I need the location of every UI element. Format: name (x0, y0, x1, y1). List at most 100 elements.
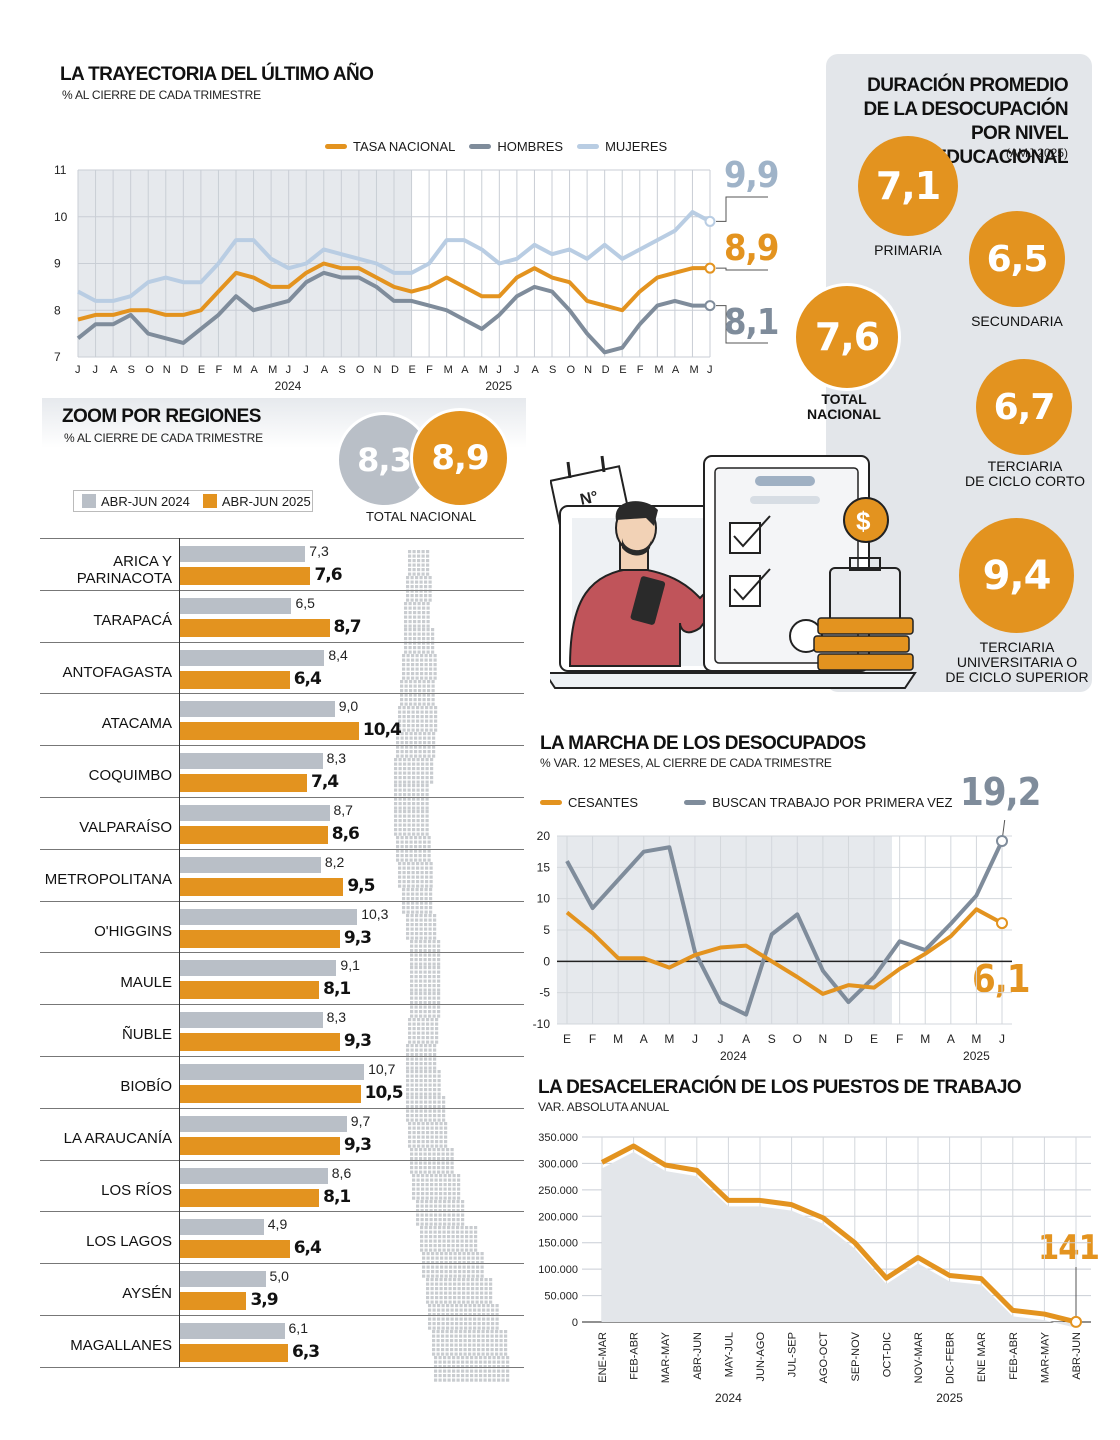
map-dot (490, 1343, 494, 1347)
map-dot (394, 762, 398, 766)
map-dot (410, 1048, 414, 1052)
map-dot (431, 628, 435, 632)
map-dot (421, 1036, 425, 1040)
map-dot (432, 992, 436, 996)
map-dot (394, 758, 398, 762)
map-dot (435, 1291, 439, 1295)
end-point (704, 215, 716, 227)
map-dot (419, 589, 423, 593)
map-dot (418, 689, 422, 693)
map-dot (430, 1178, 434, 1182)
map-dot (416, 762, 420, 766)
map-dot (446, 1161, 450, 1165)
map-dot (421, 1174, 425, 1178)
map-dot (418, 732, 422, 736)
map-dot (416, 1178, 420, 1182)
calendar-text: N° (579, 489, 600, 509)
map-dot (461, 1204, 465, 1208)
map-dot (412, 788, 416, 792)
map-dot (438, 1235, 442, 1239)
map-dot (447, 1356, 451, 1360)
map-dot (430, 1287, 434, 1291)
map-dot (414, 745, 418, 749)
map-dot (459, 1339, 463, 1343)
map-dot (430, 1291, 434, 1295)
map-dot (451, 1248, 455, 1252)
map-dot (412, 1031, 416, 1035)
map-dot (425, 810, 429, 814)
map-dot (417, 632, 421, 636)
map-dot (398, 884, 402, 888)
map-dot (404, 693, 408, 697)
map-dot (408, 1036, 412, 1040)
map-dot (460, 1244, 464, 1248)
map-dot (426, 1144, 430, 1148)
map-dot (470, 1378, 474, 1382)
x-tick-label: A (251, 364, 259, 376)
map-dot (468, 1343, 472, 1347)
map-dot (403, 788, 407, 792)
map-dot (429, 1218, 433, 1222)
map-dot (423, 849, 427, 853)
map-dot (414, 979, 418, 983)
map-dot (439, 1291, 443, 1295)
x-tick-label: M (689, 364, 698, 376)
map-dot (421, 814, 425, 818)
map-dot (400, 698, 404, 702)
map-dot (438, 1248, 442, 1252)
map-dot (483, 1369, 487, 1373)
map-dot (439, 1131, 443, 1135)
map-dot (400, 750, 404, 754)
map-dot (424, 1239, 428, 1243)
map-dot (398, 767, 402, 771)
value-2025: 3,9 (250, 1290, 278, 1311)
map-dot (419, 918, 423, 922)
map-dot (462, 1287, 466, 1291)
map-dot (420, 1218, 424, 1222)
map-dot (414, 958, 418, 962)
map-dot (480, 1256, 484, 1260)
map-dot (404, 637, 408, 641)
map-dot (450, 1148, 454, 1152)
map-dot (414, 840, 418, 844)
map-dot (422, 1274, 426, 1278)
map-dot (449, 1261, 453, 1265)
map-dot (394, 819, 398, 823)
x-tick-label: M (613, 1032, 623, 1046)
map-dot (394, 806, 398, 810)
map-dot (427, 684, 431, 688)
end-label-nacional: 8,9 (724, 228, 779, 269)
map-dot (412, 1027, 416, 1031)
map-dot (414, 988, 418, 992)
map-dot (427, 745, 431, 749)
map-dot (444, 1252, 448, 1256)
map-dot (421, 828, 425, 832)
map-dot (419, 1079, 423, 1083)
map-dot (421, 1122, 425, 1126)
map-dot (472, 1334, 476, 1338)
map-dot (410, 1057, 414, 1061)
x-tick-label: ENE-MAR (597, 1332, 609, 1383)
map-dot (450, 1170, 454, 1174)
map-dot (434, 728, 438, 732)
value-2025: 6,3 (291, 1342, 320, 1362)
map-dot (412, 767, 416, 771)
map-dot (426, 1031, 430, 1035)
map-dot (403, 776, 407, 780)
map-dot (433, 654, 437, 658)
map-dot (436, 1334, 440, 1338)
map-dot (451, 1226, 455, 1230)
bar-2025 (179, 1136, 340, 1155)
map-dot (410, 949, 414, 953)
map-dot (491, 1308, 495, 1312)
map-dot (425, 719, 429, 723)
map-dot (407, 884, 411, 888)
map-dot (495, 1317, 499, 1321)
map-dot (421, 762, 425, 766)
map-dot (465, 1248, 469, 1252)
map-dot (450, 1348, 454, 1352)
map-dot (410, 1166, 414, 1170)
map-dot (490, 1348, 494, 1352)
map-dot (504, 1330, 508, 1334)
map-dot (424, 663, 428, 667)
